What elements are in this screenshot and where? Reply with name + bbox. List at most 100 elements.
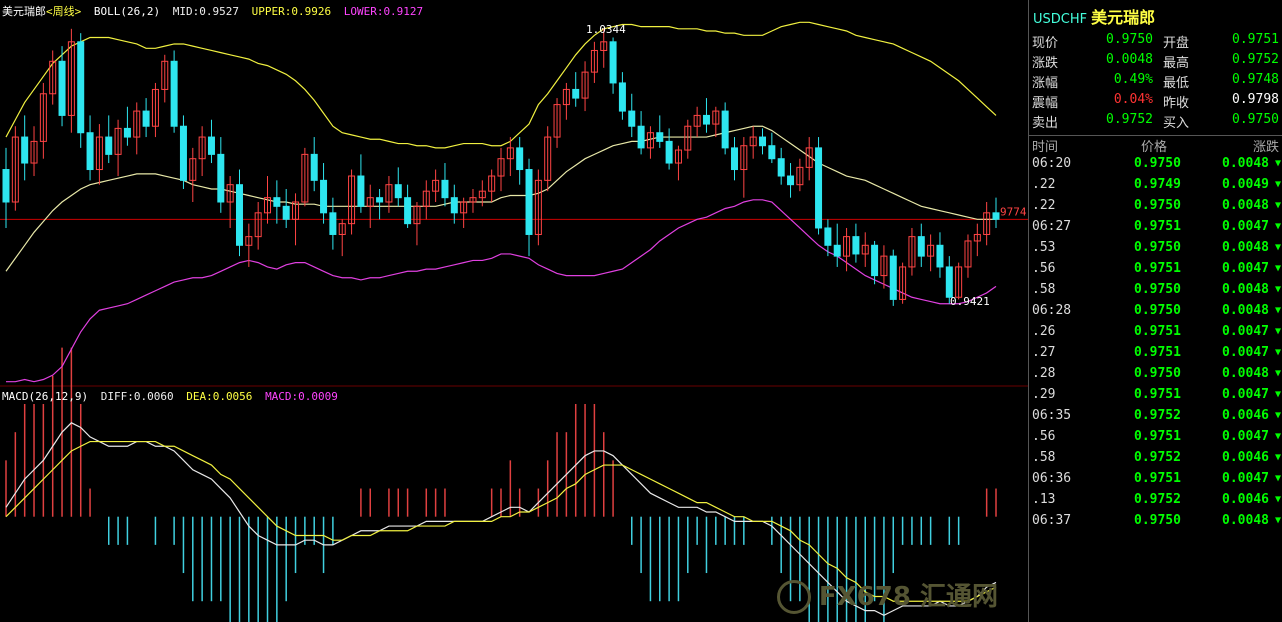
macd-diff-line: [5, 422, 997, 616]
stat-value: 0.04%: [1113, 92, 1153, 107]
down-arrow-icon: ▼: [1274, 431, 1281, 442]
stat-label: 现价: [1032, 36, 1059, 51]
tick-price: 0.9751: [1134, 324, 1181, 339]
candle-body: [992, 212, 1000, 220]
candle-body: [861, 244, 869, 255]
candle-body: [506, 147, 514, 160]
candle-body: [254, 212, 262, 238]
candle-body: [534, 179, 542, 235]
candle-body: [366, 197, 374, 207]
tick-price: 0.9752: [1134, 408, 1181, 423]
high-annotation: 1.0344: [586, 23, 626, 36]
symbol-label: 美元瑞郎: [2, 5, 46, 18]
candle-body: [917, 236, 925, 257]
down-arrow-icon: ▼: [1274, 494, 1281, 505]
candle-body: [497, 158, 505, 177]
tick-time: .26: [1032, 324, 1056, 339]
candle-body: [329, 212, 337, 235]
candle-body: [768, 145, 776, 160]
candle-body: [637, 125, 645, 149]
candle-body: [852, 236, 860, 255]
stat-label: 开盘: [1163, 36, 1190, 51]
candle-body: [450, 197, 458, 214]
down-arrow-icon: ▼: [1274, 179, 1281, 190]
tick-list-header: 时间 价格 涨跌: [1029, 135, 1282, 156]
stat-value: 0.9798: [1232, 92, 1279, 107]
stat-row: 现价 0.9750 开盘 0.9751: [1029, 32, 1282, 52]
candle-body: [796, 166, 804, 186]
tick-price: 0.9751: [1134, 387, 1181, 402]
macd-label: MACD(26,12,9): [2, 390, 89, 403]
candle-body: [572, 88, 580, 99]
tick-time: .58: [1032, 450, 1056, 465]
candle-body: [170, 60, 178, 127]
candle-body: [30, 140, 38, 164]
candle-body: [618, 82, 626, 112]
boll-upper-line: [5, 21, 997, 149]
tick-price: 0.9751: [1134, 429, 1181, 444]
candle-body: [927, 244, 935, 257]
candle-body: [282, 205, 290, 220]
tick-row: .28 0.9750 0.0048 ▼: [1029, 366, 1282, 387]
tick-price: 0.9750: [1134, 198, 1181, 213]
tick-price: 0.9751: [1134, 219, 1181, 234]
watermark: FX678 汇通网: [776, 576, 998, 614]
candlestick-chart[interactable]: 1.0344 0.9421 9774: [0, 0, 1028, 622]
chart-area[interactable]: 1.0344 0.9421 9774 美元瑞郎<周线> BOLL(26,2) MID…: [0, 0, 1028, 622]
period-label[interactable]: <周线>: [46, 5, 82, 18]
candle-body: [123, 127, 131, 138]
stat-value: 0.49%: [1113, 72, 1153, 87]
candle-body: [871, 244, 879, 277]
candle-body: [49, 60, 57, 95]
macd-header: MACD(26,12,9) DIFF:0.0060 DEA:0.0056 MAC…: [2, 390, 344, 403]
macd-dea-line: [5, 440, 997, 602]
stat-label: 涨幅: [1032, 76, 1059, 91]
tick-time: .29: [1032, 387, 1056, 402]
candle-body: [338, 223, 346, 235]
tick-time: .58: [1032, 282, 1056, 297]
candle-body: [665, 140, 673, 164]
candle-body: [983, 212, 991, 235]
low-annotation: 0.9421: [950, 295, 990, 308]
tick-change: 0.0048: [1222, 366, 1269, 381]
tick-change: 0.0049: [1222, 177, 1269, 192]
tick-row: .26 0.9751 0.0047 ▼: [1029, 324, 1282, 345]
down-arrow-icon: ▼: [1274, 515, 1281, 526]
boll-mid-line: [5, 125, 996, 272]
candle-body: [730, 147, 738, 171]
candle-body: [787, 175, 795, 186]
tick-time: .22: [1032, 177, 1056, 192]
candle-body: [357, 175, 365, 207]
tick-time: .56: [1032, 261, 1056, 276]
candle-body: [385, 184, 393, 203]
boll-lower-line: [6, 199, 997, 383]
boll-label: BOLL(26,2): [93, 5, 161, 18]
stat-label: 震幅: [1032, 96, 1059, 111]
quote-title: USDCHF 美元瑞郎: [1033, 4, 1155, 27]
candle-body: [413, 205, 421, 225]
candle-body: [889, 255, 897, 300]
candle-body: [348, 175, 356, 225]
candle-body: [964, 240, 972, 268]
candle-body: [21, 136, 29, 164]
candle-body: [562, 88, 570, 106]
candle-body: [404, 197, 412, 225]
tick-row: .27 0.9751 0.0047 ▼: [1029, 345, 1282, 366]
tick-time: 06:36: [1032, 471, 1072, 486]
candle-body: [11, 136, 19, 203]
tick-time: .27: [1032, 345, 1056, 360]
candle-body: [955, 266, 963, 298]
tick-change: 0.0046: [1222, 450, 1269, 465]
candle-body: [394, 184, 402, 199]
candle-body: [525, 169, 533, 235]
candle-body: [581, 71, 589, 99]
tick-row: 06:37 0.9750 0.0048 ▼: [1029, 513, 1282, 534]
down-arrow-icon: ▼: [1274, 452, 1281, 463]
last-price-label: 9774: [1000, 205, 1027, 218]
tick-price: 0.9750: [1134, 366, 1181, 381]
tick-price: 0.9750: [1134, 513, 1181, 528]
tick-row: 06:28 0.9750 0.0048 ▼: [1029, 303, 1282, 324]
tick-change: 0.0047: [1222, 219, 1269, 234]
tick-time: .56: [1032, 429, 1056, 444]
candle-body: [67, 41, 75, 116]
